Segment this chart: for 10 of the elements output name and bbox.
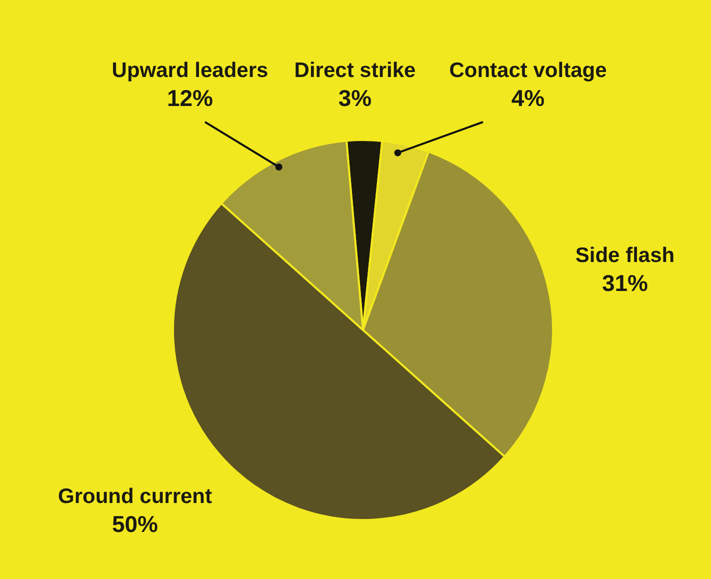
data-label: 31% [602,270,648,296]
slice-label: Upward leaders [112,59,268,82]
data-label: 50% [112,511,158,537]
slice-label: Contact voltage [449,59,607,82]
data-label: 4% [511,85,545,111]
slice-label: Direct strike [294,59,416,82]
slice-label: Side flash [575,244,675,267]
data-label: 3% [338,85,372,111]
data-label: 12% [166,85,214,111]
slice-label: Ground current [58,485,212,508]
